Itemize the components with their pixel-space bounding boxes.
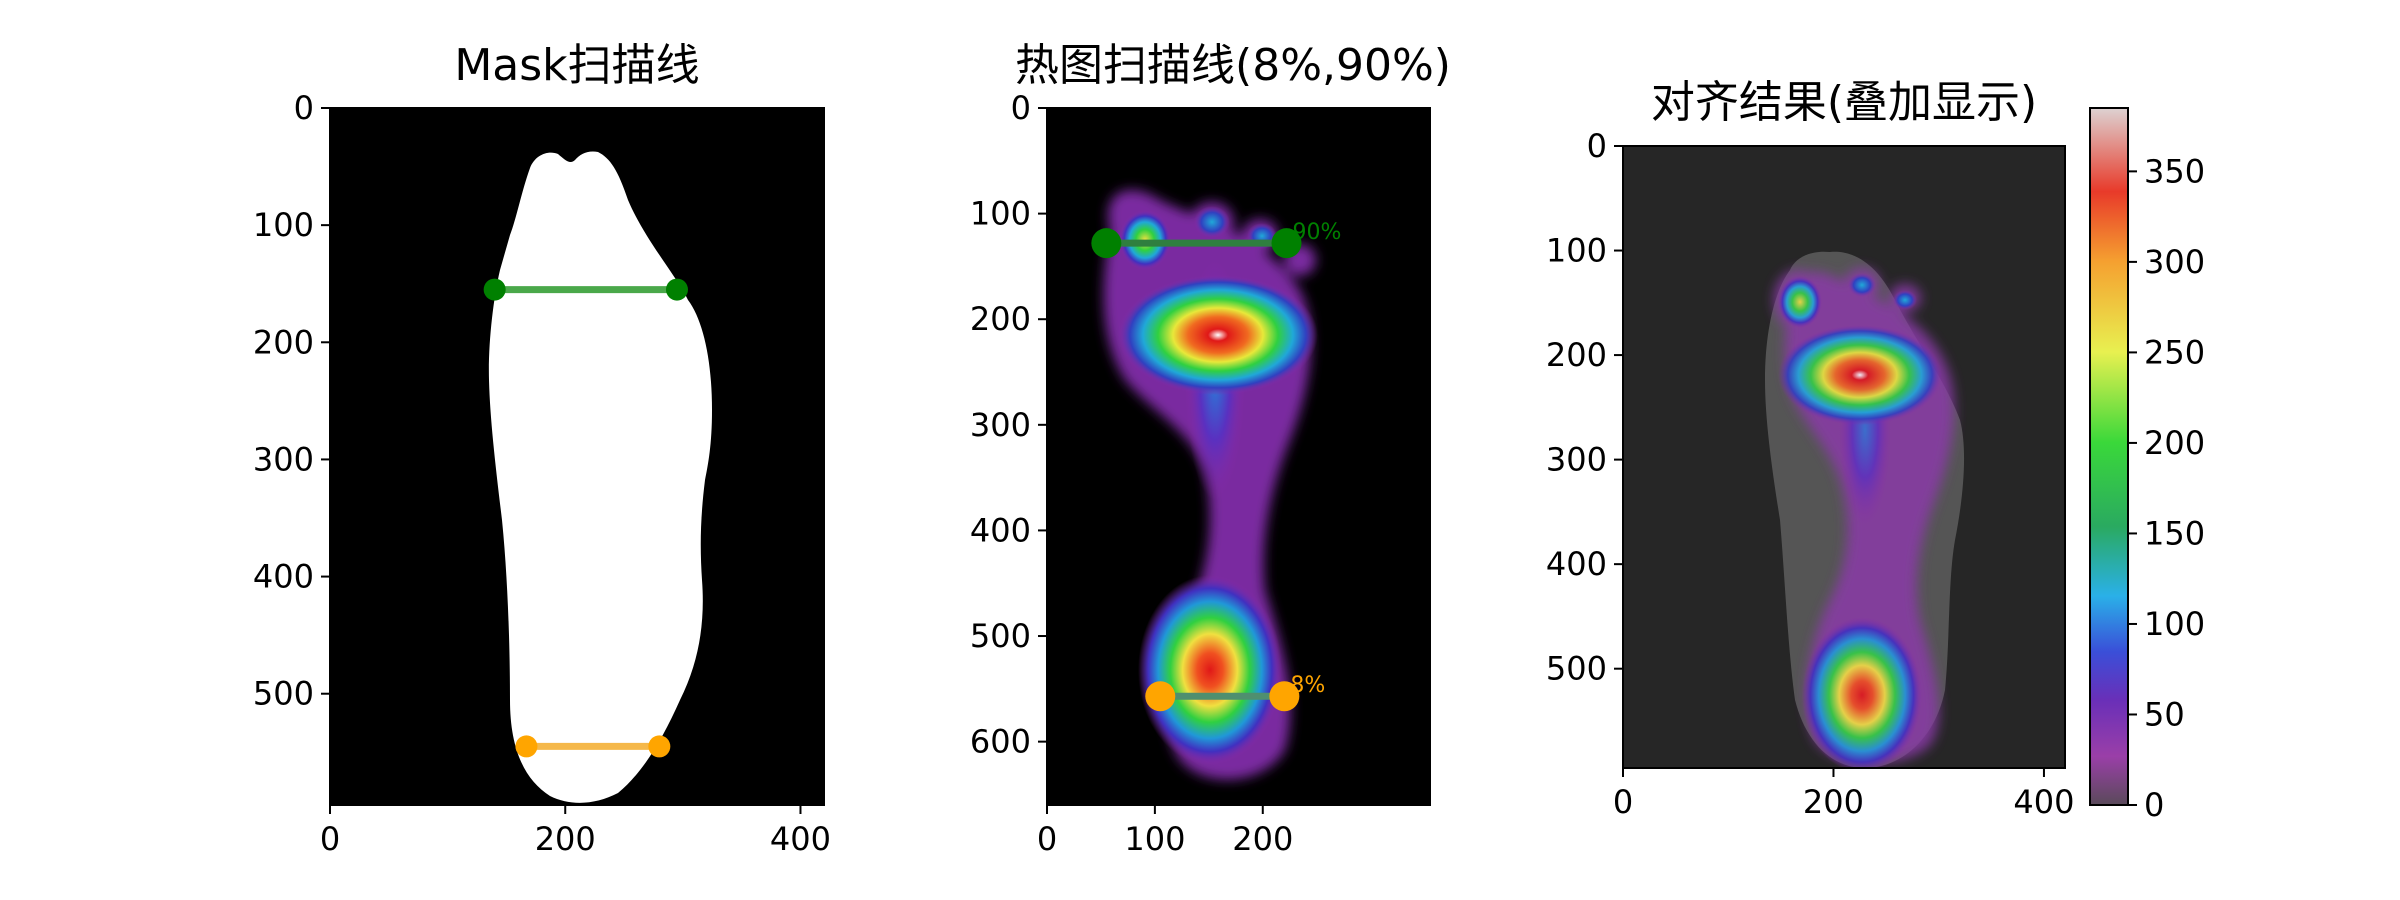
y-tick-label: 400: [253, 558, 314, 596]
scan-point-end: [1269, 681, 1300, 712]
y-tick-label: 300: [253, 440, 314, 478]
scan-point-start: [1091, 228, 1122, 259]
colorbar-tick-label: 200: [2144, 424, 2205, 462]
panel-mask: Mask扫描线 0 200 400 0 100 200 300 400 500: [253, 40, 831, 858]
scan-line-label: 90%: [1293, 220, 1342, 245]
scan-point-start: [483, 278, 506, 301]
panel2-title: 热图扫描线(8%,90%): [1015, 40, 1451, 91]
overlay-image: [1765, 251, 1965, 768]
scan-point-end: [665, 278, 688, 301]
y-tick-label: 200: [1546, 336, 1607, 374]
panel2-frame: [1046, 107, 1431, 806]
y-tick-label: 500: [970, 617, 1031, 655]
panel1-frame: [329, 107, 825, 806]
colorbar-tick-label: 350: [2144, 152, 2205, 190]
x-tick-label: 100: [1124, 820, 1185, 858]
panel3-title: 对齐结果(叠加显示): [1651, 77, 2037, 128]
y-tick-label: 100: [970, 195, 1031, 233]
y-tick-label: 300: [970, 406, 1031, 444]
scan-point-end: [648, 735, 671, 758]
y-tick-label: 100: [253, 206, 314, 244]
pressure-heatmap: [1103, 190, 1318, 780]
scan-point-end: [1271, 228, 1302, 259]
panel2-ticks: 0 100 200 0 100 200 300 400 500 600: [970, 89, 1293, 858]
y-tick-label: 500: [1546, 650, 1607, 688]
y-tick-label: 100: [1546, 232, 1607, 270]
y-tick-label: 0: [294, 89, 314, 127]
panel-overlay: 对齐结果(叠加显示) 0 200 400 0 100 200 300 400 500 0 50 10…: [1546, 77, 2205, 824]
panel3-frame: [1622, 145, 2066, 769]
x-tick-label: 0: [320, 820, 340, 858]
x-tick-label: 200: [1232, 820, 1293, 858]
y-tick-label: 0: [1587, 127, 1607, 165]
y-tick-label: 500: [253, 675, 314, 713]
x-tick-label: 400: [770, 820, 831, 858]
scan-line-label: 8%: [1290, 673, 1325, 698]
foot-mask-shape: [488, 151, 712, 803]
colorbar-tick-label: 250: [2144, 333, 2205, 371]
colorbar-tick-label: 300: [2144, 243, 2205, 281]
panel-heatmap: 热图扫描线(8%,90%) 0 100 200 0 100 200 300 400 500 600…: [970, 40, 1451, 858]
panel1-ticks: 0 200 400 0 100 200 300 400 500: [253, 89, 831, 858]
scan-point-start: [515, 735, 538, 758]
x-tick-label: 200: [535, 820, 596, 858]
y-tick-label: 400: [970, 511, 1031, 549]
x-tick-label: 0: [1613, 783, 1633, 821]
colorbar-tick-label: 100: [2144, 605, 2205, 643]
y-tick-label: 0: [1011, 89, 1031, 127]
x-tick-label: 400: [2013, 783, 2074, 821]
scan-point-start: [1145, 681, 1176, 712]
x-tick-label: 200: [1803, 783, 1864, 821]
colorbar-tick-label: 150: [2144, 514, 2205, 552]
colorbar-tick-label: 0: [2144, 786, 2164, 824]
y-tick-label: 600: [970, 723, 1031, 761]
panel1-scan-lines: [483, 278, 688, 758]
colorbar-ticks: 0 50 100 150 200 250 300 350: [2128, 152, 2205, 824]
panel1-title: Mask扫描线: [454, 40, 699, 91]
y-tick-label: 200: [970, 300, 1031, 338]
colorbar-tick-label: 50: [2144, 695, 2185, 733]
panel2-scan-lines: 90% 8%: [1091, 220, 1342, 712]
y-tick-label: 400: [1546, 545, 1607, 583]
panel3-ticks: 0 200 400 0 100 200 300 400 500: [1546, 127, 2075, 821]
x-tick-label: 0: [1037, 820, 1057, 858]
colorbar: [2089, 107, 2129, 806]
y-tick-label: 200: [253, 323, 314, 361]
y-tick-label: 300: [1546, 441, 1607, 479]
